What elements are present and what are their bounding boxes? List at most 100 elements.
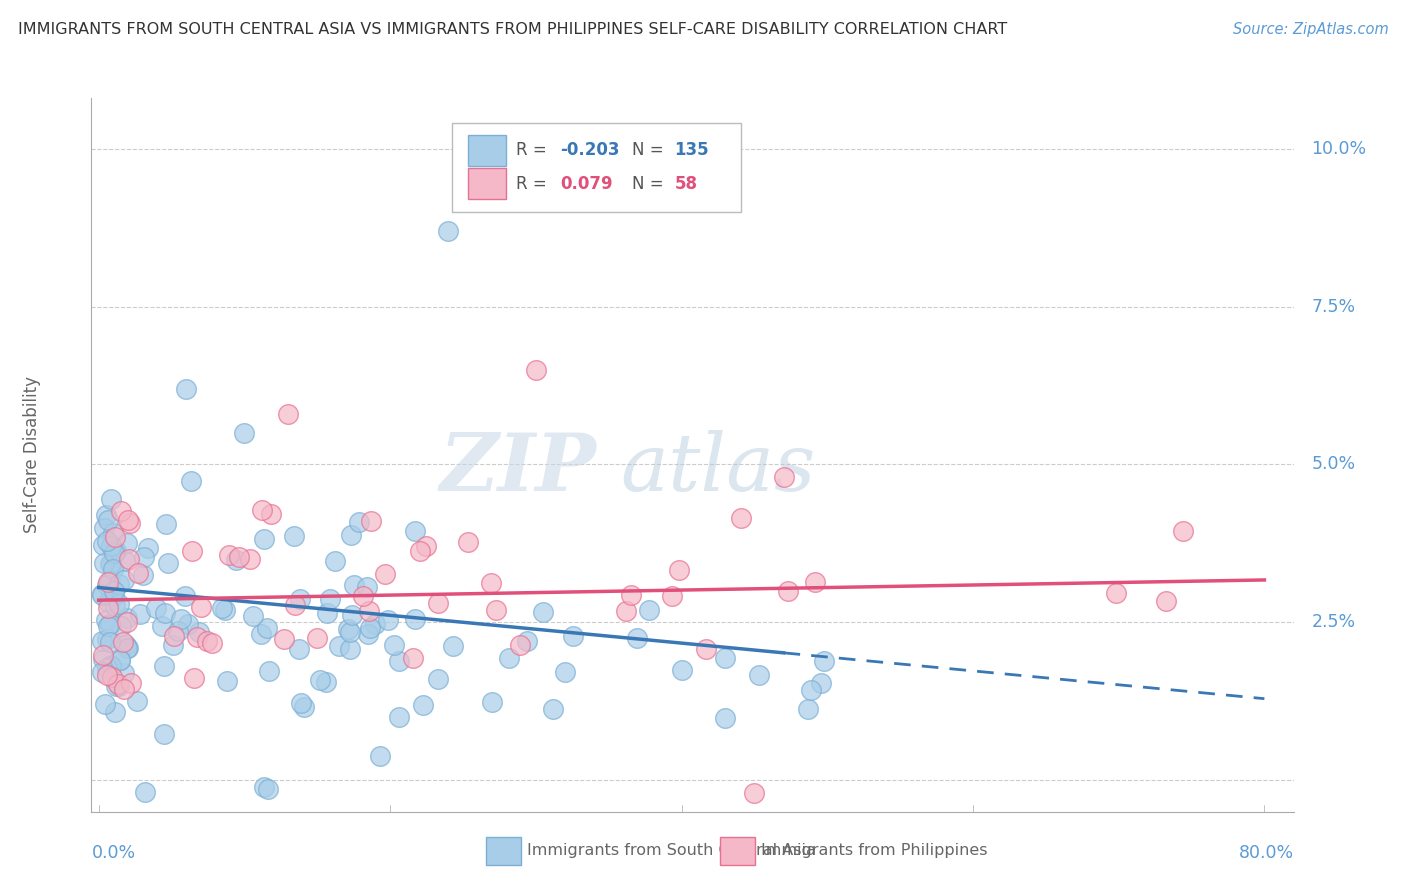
Point: [357, 627, 380, 641]
Point: [277, 407, 299, 421]
Point: [90, 588, 112, 602]
Point: [516, 634, 538, 648]
Point: [108, 680, 131, 694]
Point: [110, 653, 132, 667]
Point: [104, 679, 127, 693]
Text: 10.0%: 10.0%: [1312, 140, 1367, 158]
Point: [388, 654, 411, 668]
Point: [145, 601, 167, 615]
Point: [797, 702, 820, 716]
Point: [253, 532, 276, 546]
Point: [339, 641, 361, 656]
Point: [112, 682, 135, 697]
Text: 7.5%: 7.5%: [1312, 298, 1355, 316]
Point: [96, 668, 118, 682]
Point: [98, 574, 121, 588]
Point: [104, 545, 127, 559]
Point: [340, 608, 363, 623]
Point: [97, 513, 120, 527]
Point: [153, 606, 176, 620]
Point: [368, 748, 391, 763]
Point: [288, 641, 311, 656]
Point: [402, 651, 425, 665]
Point: [100, 669, 122, 683]
Point: [104, 705, 127, 719]
Point: [554, 665, 576, 680]
Point: [117, 641, 139, 656]
Point: [108, 653, 131, 667]
Point: [115, 615, 138, 629]
Point: [404, 524, 426, 538]
Point: [426, 672, 449, 686]
Point: [100, 588, 122, 602]
FancyBboxPatch shape: [451, 123, 741, 212]
Text: 2.5%: 2.5%: [1312, 614, 1355, 632]
Point: [136, 541, 159, 556]
Point: [115, 641, 138, 656]
Text: atlas: atlas: [620, 431, 815, 508]
Point: [343, 578, 366, 592]
Point: [101, 526, 124, 541]
Point: [218, 548, 240, 562]
Point: [309, 673, 332, 687]
Text: R =: R =: [516, 141, 551, 159]
Text: 0.0%: 0.0%: [91, 844, 135, 862]
Point: [562, 629, 585, 643]
Point: [108, 597, 131, 611]
Point: [94, 508, 117, 523]
Point: [118, 552, 141, 566]
Text: 80.0%: 80.0%: [1239, 844, 1294, 862]
Point: [131, 568, 153, 582]
Point: [257, 782, 280, 797]
Point: [100, 558, 122, 572]
Point: [120, 676, 142, 690]
Point: [190, 600, 212, 615]
Point: [127, 566, 149, 580]
Point: [427, 595, 450, 609]
Point: [441, 639, 464, 653]
Point: [108, 576, 131, 591]
Point: [374, 566, 396, 581]
Point: [97, 619, 120, 633]
Point: [111, 635, 134, 649]
Point: [626, 631, 648, 645]
Text: 58: 58: [675, 175, 697, 193]
Point: [217, 674, 239, 689]
Point: [347, 516, 370, 530]
Point: [638, 603, 661, 617]
Point: [153, 658, 176, 673]
Point: [437, 224, 460, 238]
Point: [103, 546, 125, 560]
Point: [744, 786, 766, 800]
Point: [174, 382, 197, 396]
Point: [228, 550, 250, 565]
Point: [96, 632, 118, 646]
FancyBboxPatch shape: [468, 168, 506, 200]
Point: [748, 668, 770, 682]
Point: [114, 554, 136, 568]
Point: [93, 556, 115, 570]
Point: [810, 676, 832, 690]
Point: [97, 595, 120, 609]
Point: [481, 694, 503, 708]
Point: [170, 612, 193, 626]
Point: [388, 710, 411, 724]
Point: [239, 552, 262, 566]
Point: [96, 661, 118, 675]
Point: [117, 513, 139, 527]
Point: [339, 625, 361, 640]
Point: [105, 544, 128, 558]
Point: [360, 514, 382, 528]
Point: [211, 600, 233, 615]
Point: [319, 592, 342, 607]
Text: Self-Care Disability: Self-Care Disability: [22, 376, 41, 533]
Point: [524, 362, 547, 376]
Point: [97, 575, 120, 590]
Point: [485, 603, 508, 617]
Point: [359, 621, 381, 635]
Text: 5.0%: 5.0%: [1312, 456, 1355, 474]
Point: [614, 604, 637, 618]
Point: [115, 611, 138, 625]
Text: Source: ZipAtlas.com: Source: ZipAtlas.com: [1233, 22, 1389, 37]
Text: R =: R =: [516, 175, 551, 193]
